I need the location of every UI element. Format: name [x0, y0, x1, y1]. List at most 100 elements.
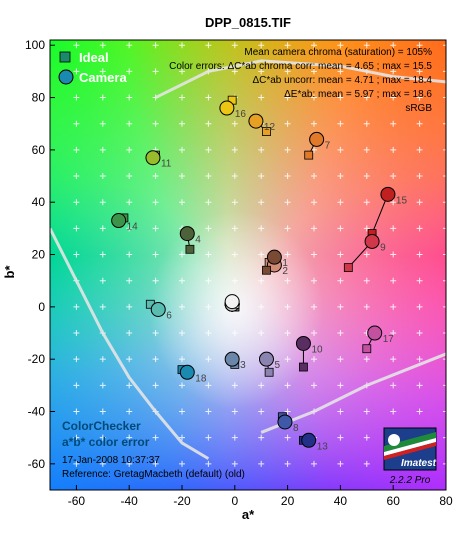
- grid-mark: [152, 199, 159, 206]
- grid-mark: [126, 68, 133, 75]
- grid-mark: [311, 277, 317, 284]
- grid-mark: [390, 356, 397, 363]
- grid-mark: [363, 408, 370, 415]
- grid-mark: [390, 382, 397, 389]
- data-markers: 18 17 16 15 14 13 12 11 10 9 8 7 6 5 4 3 21: [111, 95, 407, 452]
- y-tick-label: 40: [32, 195, 46, 209]
- grid-mark: [337, 94, 344, 101]
- grid-mark: [311, 68, 317, 75]
- grid-mark: [284, 146, 291, 153]
- grid-mark: [179, 173, 185, 180]
- grid-mark: [337, 42, 344, 49]
- y-tick-label: -20: [28, 352, 46, 366]
- camera-marker-11: [145, 150, 161, 166]
- y-tick-label: 0: [38, 300, 45, 314]
- grid-mark: [126, 303, 133, 310]
- grid-mark: [416, 199, 423, 206]
- grid-mark: [126, 434, 133, 441]
- grid-mark: [416, 330, 423, 337]
- grid-mark: [205, 225, 212, 232]
- x-tick-label: 0: [231, 494, 238, 508]
- camera-marker-6: [150, 301, 166, 317]
- grid-mark: [126, 146, 133, 153]
- grid-mark: [231, 42, 238, 49]
- grid-mark: [363, 225, 370, 232]
- grid-mark: [390, 68, 397, 75]
- stat-colorspace: sRGB: [405, 103, 432, 114]
- grid-mark: [152, 120, 159, 127]
- grid-mark: [311, 225, 317, 232]
- grid-mark: [390, 330, 397, 337]
- grid-mark: [205, 460, 212, 467]
- camera-marker-7: [309, 131, 325, 147]
- grid-mark: [99, 277, 106, 284]
- gamut-curve-right: [260, 352, 446, 434]
- grid-mark: [416, 173, 423, 180]
- grid-mark: [284, 356, 291, 363]
- grid-mark: [73, 94, 80, 101]
- legend-ideal-swatch: [59, 51, 71, 63]
- grid-mark: [363, 356, 370, 363]
- x-axis-label: a*: [242, 507, 255, 522]
- grid-mark: [205, 356, 212, 363]
- grid-mark: [99, 303, 106, 310]
- grid-mark: [258, 173, 265, 180]
- grid-mark: [179, 42, 185, 49]
- grid-mark: [179, 382, 185, 389]
- x-tick-label: -40: [121, 494, 139, 508]
- grid-mark: [337, 146, 344, 153]
- grid-mark: [179, 94, 185, 101]
- grid-mark: [99, 146, 106, 153]
- grid-mark: [337, 434, 344, 441]
- grid-mark: [416, 408, 423, 415]
- y-tick-label: -40: [28, 405, 46, 419]
- grid-mark: [337, 408, 344, 415]
- grid-mark: [337, 460, 344, 467]
- grid-mark: [126, 94, 133, 101]
- grid-mark: [284, 251, 291, 258]
- camera-marker-19: [224, 294, 240, 310]
- chart-title: DPP_0815.TIF: [205, 15, 291, 30]
- grid-mark: [152, 251, 159, 258]
- caption-title: ColorChecker: [62, 419, 141, 433]
- grid-mark: [337, 251, 344, 258]
- grid-mark: [443, 460, 446, 467]
- grid-mark: [390, 120, 397, 127]
- grid-mark: [337, 356, 344, 363]
- grid-mark: [179, 251, 185, 258]
- grid-mark: [416, 303, 423, 310]
- grid-mark: [126, 199, 133, 206]
- grid-mark: [416, 94, 423, 101]
- grid-mark: [416, 225, 423, 232]
- camera-marker-3: [224, 351, 240, 367]
- caption-subtitle: a*b* color error: [62, 435, 150, 449]
- plot-frame: [49, 39, 447, 491]
- grid-mark: [231, 277, 238, 284]
- grid-mark: [443, 434, 446, 441]
- patch-label-1: 1: [282, 258, 288, 269]
- gamut-curve-lower: [50, 227, 210, 460]
- grid-mark: [311, 460, 317, 467]
- grid-mark: [73, 460, 80, 467]
- grid-mark: [311, 120, 317, 127]
- grid-mark: [73, 434, 80, 441]
- grid-mark: [443, 199, 446, 206]
- grid-mark: [126, 173, 133, 180]
- grid-mark: [416, 356, 423, 363]
- legend-camera-label: Camera: [79, 70, 127, 85]
- grid-mark: [443, 303, 446, 310]
- grid-mark: [284, 434, 291, 441]
- grid-mark: [152, 42, 159, 49]
- grid-mark: [73, 382, 80, 389]
- grid-mark: [284, 68, 291, 75]
- grid-mark: [443, 120, 446, 127]
- grid-mark: [99, 408, 106, 415]
- stat-delta-e: ΔE*ab: mean = 5.97 ; max = 18.6: [284, 89, 432, 100]
- grid-mark: [179, 460, 185, 467]
- grid-mark: [390, 408, 397, 415]
- grid-mark: [284, 408, 291, 415]
- gamut-boundary: [50, 59, 446, 460]
- camera-marker-10: [295, 335, 311, 351]
- grid-mark: [179, 408, 185, 415]
- grid-mark: [205, 303, 212, 310]
